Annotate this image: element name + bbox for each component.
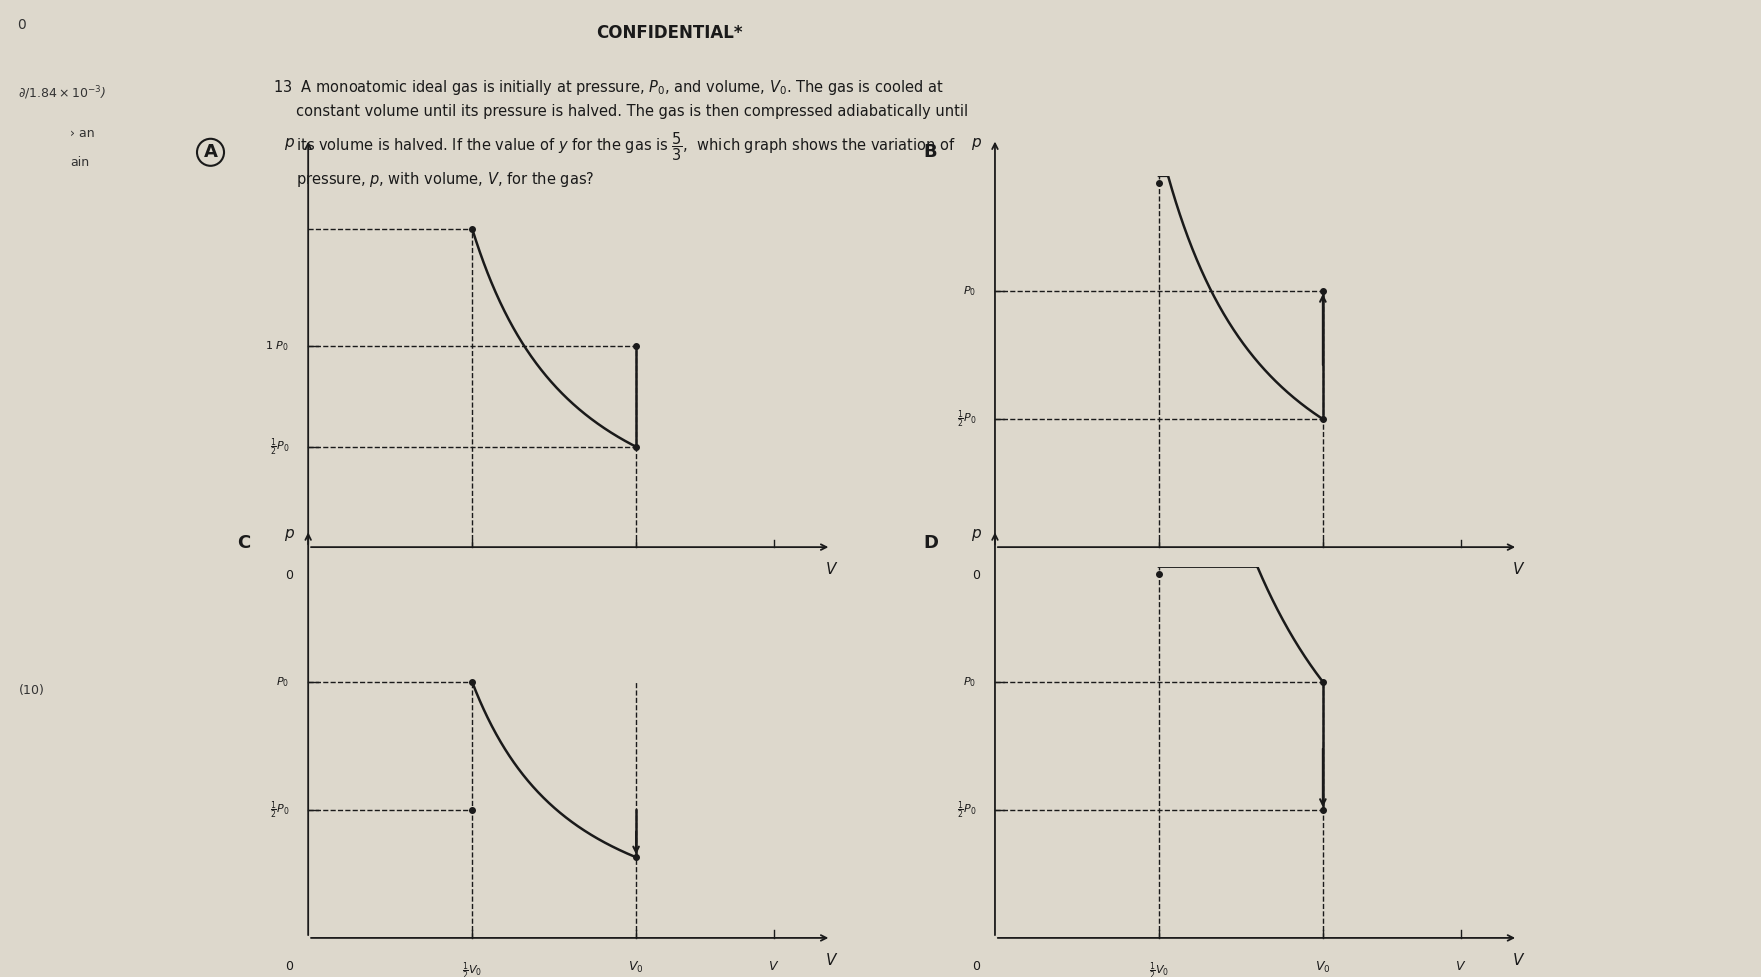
Text: $\frac{1}{2}P_0$: $\frac{1}{2}P_0$ [269, 799, 289, 821]
Text: 0: 0 [285, 960, 292, 973]
Text: $V_0$: $V_0$ [1315, 960, 1331, 975]
Text: 0: 0 [285, 570, 292, 582]
Text: $1\ P_0$: $1\ P_0$ [266, 340, 289, 354]
Text: $V$: $V$ [768, 570, 780, 582]
Text: V: V [826, 562, 836, 576]
Text: 0: 0 [972, 960, 979, 973]
Text: ain: ain [70, 156, 90, 169]
Text: $\frac{1}{2}V_0$: $\frac{1}{2}V_0$ [461, 960, 483, 977]
Text: p: p [970, 135, 981, 149]
Text: CONFIDENTIAL*: CONFIDENTIAL* [595, 24, 743, 42]
Text: $V$: $V$ [1455, 960, 1467, 973]
Text: $\partial/1.84\times10^{-3}$): $\partial/1.84\times10^{-3}$) [18, 84, 106, 102]
Text: $\frac{1}{2}V_0$: $\frac{1}{2}V_0$ [461, 570, 483, 591]
Text: $V_0$: $V_0$ [629, 960, 645, 975]
Text: 0: 0 [18, 19, 26, 32]
Text: $V_0$: $V_0$ [1315, 570, 1331, 584]
Text: C: C [236, 534, 250, 552]
Text: $V_0$: $V_0$ [629, 570, 645, 584]
Text: V: V [826, 953, 836, 967]
Text: $P_0$: $P_0$ [963, 675, 976, 689]
Text: $(10)$: $(10)$ [18, 682, 44, 697]
Text: V: V [1513, 562, 1523, 576]
Text: A: A [204, 144, 217, 161]
Text: B: B [923, 144, 937, 161]
Text: $P_0$: $P_0$ [963, 284, 976, 298]
Text: V: V [1513, 953, 1523, 967]
Text: p: p [970, 526, 981, 540]
Text: p: p [284, 526, 294, 540]
Text: $\frac{1}{2}V_0$: $\frac{1}{2}V_0$ [1148, 570, 1169, 591]
Text: $\frac{1}{2}P_0$: $\frac{1}{2}P_0$ [269, 436, 289, 457]
Text: D: D [923, 534, 939, 552]
Text: $\frac{1}{2}V_0$: $\frac{1}{2}V_0$ [1148, 960, 1169, 977]
Text: $P_0$: $P_0$ [276, 675, 289, 689]
Text: 13  A monoatomic ideal gas is initially at pressure, $P_0$, and volume, $V_0$. T: 13 A monoatomic ideal gas is initially a… [273, 78, 969, 190]
Text: $\frac{1}{2}P_0$: $\frac{1}{2}P_0$ [956, 799, 976, 821]
Text: $V$: $V$ [768, 960, 780, 973]
Text: p: p [284, 135, 294, 149]
Text: 0: 0 [972, 570, 979, 582]
Text: $V$: $V$ [1455, 570, 1467, 582]
Text: › an: › an [70, 127, 95, 140]
Text: $\frac{1}{2}P_0$: $\frac{1}{2}P_0$ [956, 408, 976, 430]
